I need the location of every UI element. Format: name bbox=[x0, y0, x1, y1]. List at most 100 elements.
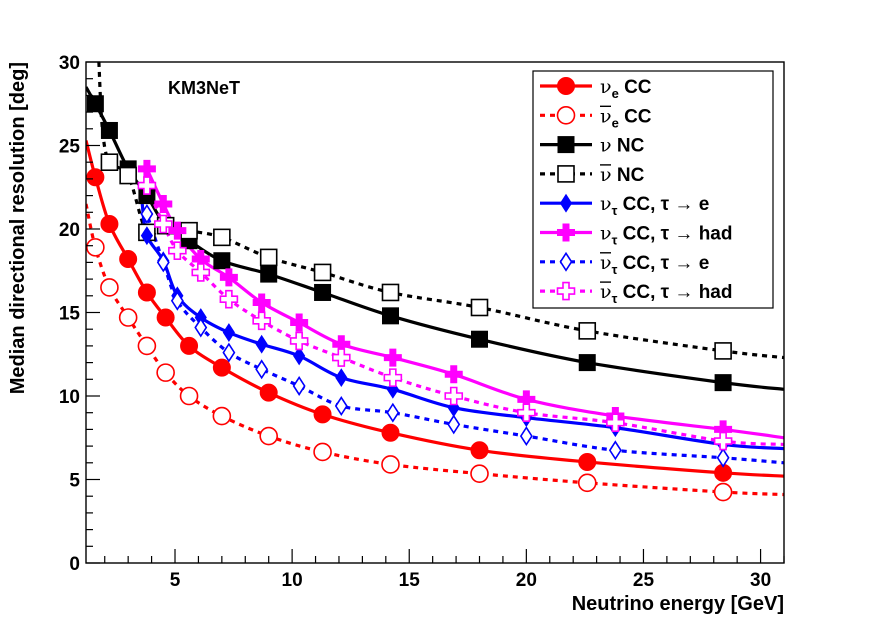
legend-item: νe CC bbox=[540, 105, 652, 130]
data-point bbox=[578, 322, 597, 340]
legend-subscript: e bbox=[612, 115, 619, 130]
legend-symbol: ν bbox=[600, 281, 612, 303]
data-point bbox=[313, 442, 332, 462]
legend-label: ν NC bbox=[600, 164, 645, 186]
data-point bbox=[447, 414, 461, 435]
legend-subscript: e bbox=[612, 86, 619, 101]
y-axis-title: Median directional resolution [deg] bbox=[7, 62, 29, 394]
data-point bbox=[118, 308, 138, 327]
data-point bbox=[444, 386, 464, 406]
data-point bbox=[471, 330, 489, 348]
legend-item: ν NC bbox=[540, 164, 645, 186]
legend-text: NC bbox=[612, 136, 645, 157]
legend-label: ντ CC, τ → e bbox=[600, 252, 709, 277]
data-point bbox=[608, 440, 622, 461]
legend-symbol: ν bbox=[600, 76, 612, 98]
data-point bbox=[519, 426, 533, 447]
legend-marker bbox=[556, 106, 576, 125]
data-point bbox=[716, 447, 730, 468]
data-point bbox=[213, 252, 231, 270]
data-point bbox=[381, 423, 400, 442]
data-point bbox=[470, 464, 489, 483]
data-point bbox=[179, 386, 199, 406]
data-point bbox=[470, 298, 489, 317]
data-point bbox=[156, 252, 170, 273]
data-point bbox=[212, 358, 231, 377]
legend-text: CC, τ → e bbox=[617, 253, 709, 274]
data-point bbox=[259, 426, 278, 446]
data-point bbox=[578, 452, 597, 471]
legend-subscript: τ bbox=[612, 233, 618, 248]
data-point bbox=[381, 283, 400, 302]
data-point bbox=[222, 342, 236, 363]
data-point bbox=[252, 311, 271, 331]
data-point bbox=[517, 403, 536, 423]
legend-symbol: ν bbox=[600, 193, 612, 215]
data-point bbox=[153, 214, 173, 234]
x-tick-label: 5 bbox=[170, 570, 181, 591]
x-tick-label: 10 bbox=[282, 570, 303, 591]
legend-symbol: ν bbox=[600, 252, 612, 274]
y-tick-label: 15 bbox=[59, 304, 81, 325]
data-point bbox=[383, 368, 403, 387]
data-point bbox=[194, 317, 208, 338]
legend-text: CC, τ → e bbox=[617, 194, 709, 215]
x-tick-label: 30 bbox=[750, 570, 771, 591]
data-point bbox=[100, 214, 119, 233]
legend-marker bbox=[559, 193, 573, 213]
axis-layer: 0 5 10 15 20 25 30 5 10 15 20 25 30 bbox=[59, 53, 785, 591]
legend-text: CC, τ → had bbox=[617, 282, 732, 303]
legend-item: ντ CC, τ → had bbox=[540, 223, 732, 248]
legend-symbol: ν bbox=[600, 105, 612, 127]
data-point bbox=[606, 413, 625, 433]
data-point bbox=[119, 166, 137, 185]
data-point bbox=[470, 441, 489, 460]
x-tick-label: 20 bbox=[516, 570, 537, 591]
data-point bbox=[137, 336, 157, 356]
marker-layer bbox=[86, 95, 733, 502]
y-tick-label: 5 bbox=[69, 471, 80, 492]
legend-label: ν NC bbox=[600, 135, 645, 157]
data-point bbox=[137, 159, 156, 178]
legend-subscript: τ bbox=[612, 291, 618, 306]
data-point bbox=[219, 268, 238, 287]
legend-item: νe CC bbox=[540, 76, 652, 101]
x-tick-label: 25 bbox=[633, 570, 655, 591]
data-point bbox=[714, 374, 732, 392]
data-point bbox=[252, 293, 271, 312]
legend-label: ντ CC, τ → e bbox=[600, 193, 709, 218]
data-point bbox=[212, 406, 232, 426]
legend-label: ντ CC, τ → had bbox=[600, 223, 732, 248]
data-point bbox=[100, 278, 119, 297]
y-tick-label: 0 bbox=[69, 554, 80, 575]
legend-label: ντ CC, τ → had bbox=[600, 281, 732, 306]
data-point bbox=[444, 365, 463, 384]
legend-label: νe CC bbox=[600, 105, 652, 130]
data-point bbox=[191, 263, 211, 282]
data-point bbox=[140, 226, 153, 246]
data-point bbox=[154, 194, 173, 213]
data-point bbox=[292, 376, 306, 396]
legend-symbol: ν bbox=[600, 164, 612, 186]
data-point bbox=[137, 176, 157, 195]
data-point bbox=[260, 265, 278, 283]
legend-marker bbox=[559, 251, 573, 272]
data-point bbox=[332, 348, 351, 367]
data-point bbox=[713, 482, 733, 502]
data-point bbox=[381, 455, 400, 474]
legend-marker bbox=[557, 223, 575, 242]
data-point bbox=[119, 250, 138, 269]
data-point bbox=[86, 168, 105, 187]
data-point bbox=[213, 228, 231, 247]
chart-annotation: KM3NeT bbox=[168, 78, 240, 98]
data-point bbox=[334, 396, 348, 416]
data-point bbox=[577, 473, 597, 493]
data-point bbox=[100, 121, 118, 139]
legend-label: νe CC bbox=[600, 76, 652, 101]
data-point bbox=[259, 248, 278, 267]
legend-text: CC, τ → had bbox=[617, 224, 732, 245]
legend-marker bbox=[557, 165, 575, 183]
data-point bbox=[290, 313, 309, 332]
